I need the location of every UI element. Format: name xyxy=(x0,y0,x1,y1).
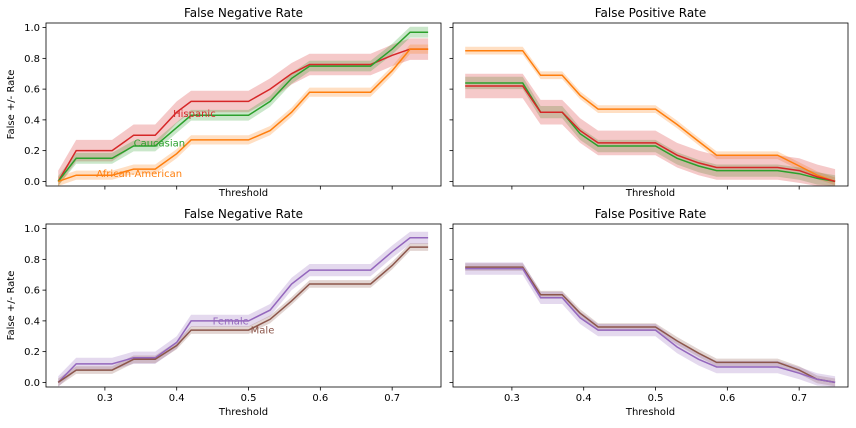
series-line-2 xyxy=(57,246,429,384)
x-axis-label: Threshold xyxy=(218,188,268,199)
y-tick-label: 0.0 xyxy=(24,378,40,389)
confidence-band-2 xyxy=(465,262,836,387)
x-tick-label: 0.6 xyxy=(312,393,328,404)
series-annotation: African-American xyxy=(96,169,182,180)
x-axis-label: Threshold xyxy=(625,407,675,418)
y-tick-label: 0.4 xyxy=(24,316,40,327)
x-tick-label: 0.3 xyxy=(504,393,520,404)
x-tick-label: 0.6 xyxy=(719,393,735,404)
series-annotation: Female xyxy=(213,316,249,327)
y-tick-label: 0.4 xyxy=(24,115,40,126)
x-axis-label: Threshold xyxy=(625,188,675,199)
x-tick-label: 0.5 xyxy=(648,393,664,404)
series-line-2 xyxy=(57,31,429,182)
y-axis-label: False +/- Rate xyxy=(6,271,17,341)
series-annotation: Hispanic xyxy=(173,109,216,120)
y-tick-label: 1.0 xyxy=(24,23,40,34)
y-tick-label: 0.2 xyxy=(24,347,40,358)
chart-title: False Positive Rate xyxy=(595,207,707,221)
y-tick-label: 0.8 xyxy=(24,255,40,266)
axes-frame xyxy=(452,22,849,187)
series-line-1 xyxy=(465,266,836,384)
x-axis-label: Threshold xyxy=(218,407,268,418)
y-tick-label: 0.0 xyxy=(24,177,40,188)
series-line-3 xyxy=(465,85,836,183)
series-annotation: Male xyxy=(251,326,275,337)
x-tick-label: 0.4 xyxy=(576,393,592,404)
chart-title: False Negative Rate xyxy=(184,6,303,20)
axes-frame xyxy=(452,223,849,388)
series-line-1 xyxy=(57,237,429,383)
y-tick-label: 0.2 xyxy=(24,146,40,157)
y-tick-label: 1.0 xyxy=(24,224,40,235)
chart-panel-3: 0.3 0.4 0.5 0.6 0.7 0.0 0.2 0.4 0.6 0.8 1.0 False N… xyxy=(6,207,442,418)
chart-panel-1: 0.0 0.2 0.4 0.6 0.8 1.0 False Negative Rate Thr… xyxy=(6,6,442,199)
series-line-1 xyxy=(465,49,836,183)
x-tick-label: 0.7 xyxy=(791,393,807,404)
chart-title: False Positive Rate xyxy=(595,6,707,20)
confidence-band-1 xyxy=(58,38,429,187)
y-axis-label: False +/- Rate xyxy=(6,70,17,140)
confidence-band-3 xyxy=(465,73,836,186)
x-tick-label: 0.3 xyxy=(97,393,113,404)
confidence-band-3 xyxy=(58,44,429,186)
confidence-band-2 xyxy=(465,76,836,186)
series-line-2 xyxy=(465,267,836,384)
chart-panel-2: False Positive Rate Threshold xyxy=(449,6,849,199)
x-tick-label: 0.4 xyxy=(169,393,185,404)
series-line-3 xyxy=(57,48,429,183)
y-tick-label: 0.8 xyxy=(24,54,40,65)
y-tick-label: 0.6 xyxy=(24,85,40,96)
series-line-2 xyxy=(465,82,836,183)
confidence-band-2 xyxy=(58,243,429,387)
y-tick-label: 0.6 xyxy=(24,286,40,297)
x-tick-label: 0.7 xyxy=(384,393,400,404)
x-tick-label: 0.5 xyxy=(241,393,257,404)
axes-frame xyxy=(45,22,442,187)
series-line-1 xyxy=(57,48,429,182)
chart-title: False Negative Rate xyxy=(184,207,303,221)
chart-panel-4: 0.3 0.4 0.5 0.6 0.7 False Positive Rate Thresh… xyxy=(449,207,849,418)
axes-frame xyxy=(45,223,442,388)
series-annotation: Caucasian xyxy=(134,138,186,149)
